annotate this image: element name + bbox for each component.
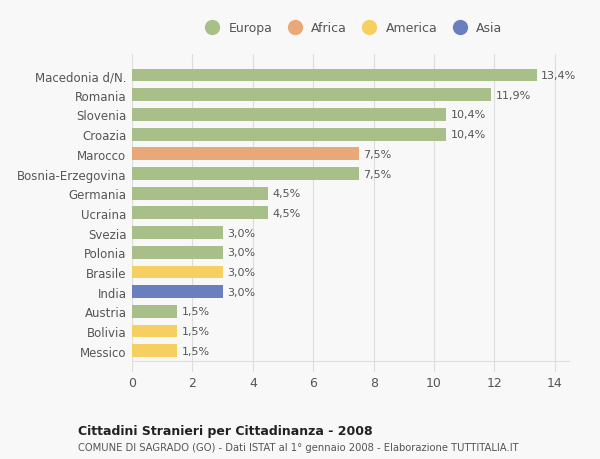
Text: 3,0%: 3,0% <box>227 287 255 297</box>
Text: 3,0%: 3,0% <box>227 268 255 277</box>
Text: 11,9%: 11,9% <box>496 90 531 101</box>
Bar <box>132 305 178 318</box>
Bar <box>132 89 491 102</box>
Bar <box>132 187 268 200</box>
Text: COMUNE DI SAGRADO (GO) - Dati ISTAT al 1° gennaio 2008 - Elaborazione TUTTITALIA: COMUNE DI SAGRADO (GO) - Dati ISTAT al 1… <box>78 442 518 452</box>
Bar <box>132 246 223 259</box>
Text: 7,5%: 7,5% <box>363 169 391 179</box>
Text: 4,5%: 4,5% <box>272 189 301 199</box>
Bar <box>132 227 223 240</box>
Bar <box>132 207 268 220</box>
Bar <box>132 266 223 279</box>
Bar <box>132 129 446 141</box>
Text: 3,0%: 3,0% <box>227 248 255 258</box>
Legend: Europa, Africa, America, Asia: Europa, Africa, America, Asia <box>194 17 508 40</box>
Bar <box>132 325 178 338</box>
Text: 3,0%: 3,0% <box>227 228 255 238</box>
Text: 7,5%: 7,5% <box>363 150 391 159</box>
Text: 13,4%: 13,4% <box>541 71 577 81</box>
Text: 10,4%: 10,4% <box>451 110 486 120</box>
Text: 4,5%: 4,5% <box>272 208 301 218</box>
Text: Cittadini Stranieri per Cittadinanza - 2008: Cittadini Stranieri per Cittadinanza - 2… <box>78 425 373 437</box>
Bar <box>132 168 359 180</box>
Bar <box>132 109 446 122</box>
Text: 1,5%: 1,5% <box>182 326 210 336</box>
Text: 1,5%: 1,5% <box>182 346 210 356</box>
Text: 1,5%: 1,5% <box>182 307 210 317</box>
Text: 10,4%: 10,4% <box>451 130 486 140</box>
Bar <box>132 69 537 82</box>
Bar <box>132 345 178 358</box>
Bar <box>132 285 223 298</box>
Bar <box>132 148 359 161</box>
